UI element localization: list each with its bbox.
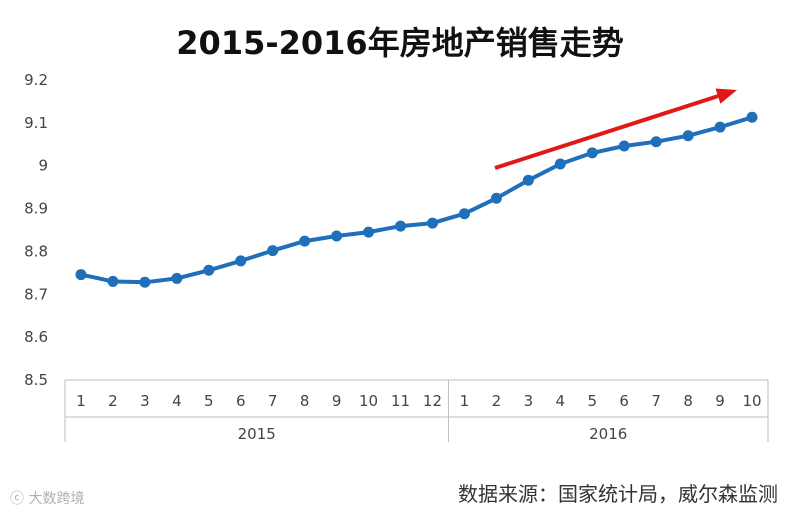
data-point: [267, 245, 279, 257]
data-point: [363, 226, 375, 238]
y-tick-label: 9.2: [24, 71, 48, 89]
y-tick-label: 9: [38, 157, 48, 175]
x-tick-label: 9: [332, 392, 342, 410]
series-line: [79, 115, 754, 285]
x-group-label: 2015: [238, 425, 276, 443]
data-point: [618, 140, 630, 152]
x-tick-label: 5: [587, 392, 597, 410]
x-tick-label: 1: [76, 392, 86, 410]
x-tick-label: 8: [300, 392, 310, 410]
data-point: [522, 174, 534, 186]
series-layer: [75, 111, 758, 288]
x-tick-label: 8: [683, 392, 693, 410]
x-tick-label: 3: [140, 392, 150, 410]
data-point: [490, 192, 502, 204]
data-point: [235, 255, 247, 267]
data-point: [331, 230, 343, 242]
data-point: [586, 147, 598, 159]
data-point: [203, 264, 215, 276]
x-tick-label: 4: [556, 392, 566, 410]
data-point: [299, 235, 311, 247]
x-tick-label: 7: [268, 392, 278, 410]
data-point: [714, 121, 726, 133]
x-tick-label: 12: [423, 392, 442, 410]
x-tick-label: 6: [236, 392, 246, 410]
x-tick-label: 2: [108, 392, 118, 410]
data-point: [107, 275, 119, 287]
source-note: 数据来源：国家统计局，威尔森监测: [458, 482, 778, 506]
data-point: [682, 130, 694, 142]
data-point: [650, 136, 662, 148]
x-tick-label: 6: [619, 392, 629, 410]
data-point: [746, 111, 758, 123]
y-tick-label: 9.1: [24, 114, 48, 132]
x-tick-label: 10: [742, 392, 761, 410]
trend-arrow-head: [715, 88, 737, 104]
data-point: [139, 276, 151, 288]
x-tick-label: 11: [391, 392, 410, 410]
data-point: [554, 158, 566, 170]
x-tick-label: 9: [715, 392, 725, 410]
x-tick-label: 1: [460, 392, 470, 410]
x-tick-label: 4: [172, 392, 182, 410]
trend-arrow-shaft: [494, 94, 719, 170]
data-point: [395, 220, 407, 232]
chart-title: 2015-2016年房地产销售走势: [176, 24, 624, 62]
data-point: [171, 272, 183, 284]
x-group-label: 2016: [589, 425, 627, 443]
annotation-layer: [494, 88, 737, 170]
x-tick-label: 2: [492, 392, 502, 410]
y-tick-label: 8.8: [24, 242, 48, 260]
y-tick-label: 8.5: [24, 371, 48, 389]
x-tick-label: 10: [359, 392, 378, 410]
data-point: [75, 269, 87, 281]
x-tick-label: 5: [204, 392, 214, 410]
y-axis: 8.5 8.6 8.7 8.8 8.9 9 9.1 9.2: [24, 71, 48, 389]
data-point: [426, 217, 438, 229]
watermark: ⓒ 大数跨境: [10, 491, 85, 507]
data-point: [458, 208, 470, 220]
x-tick-label: 7: [651, 392, 661, 410]
y-tick-label: 8.9: [24, 200, 48, 218]
x-tick-label: 3: [524, 392, 534, 410]
y-tick-label: 8.6: [24, 328, 48, 346]
y-tick-label: 8.7: [24, 285, 48, 303]
